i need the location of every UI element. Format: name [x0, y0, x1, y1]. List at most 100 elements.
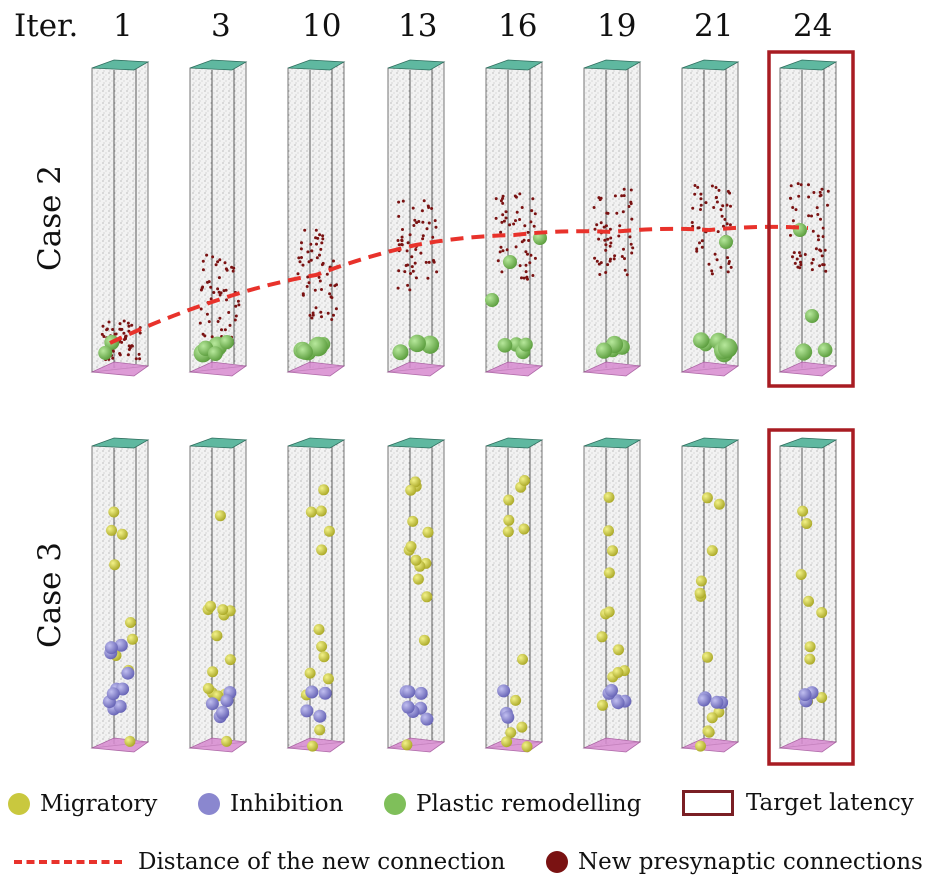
plastic-sphere — [793, 223, 807, 237]
migratory-sphere — [603, 525, 614, 537]
presynaptic-dot — [609, 236, 613, 240]
presynaptic-dot — [699, 203, 703, 207]
inhibition-sphere — [697, 693, 711, 707]
presynaptic-dot — [207, 320, 211, 324]
presynaptic-dot — [320, 288, 323, 291]
presynaptic-dot — [820, 254, 824, 258]
plastic-sphere — [296, 343, 313, 360]
migratory-sphere — [503, 514, 515, 526]
plastic-sphere — [420, 335, 440, 354]
presynaptic-dot — [111, 328, 115, 331]
presynaptic-dot — [330, 318, 334, 321]
presynaptic-dot — [234, 314, 238, 318]
presynaptic-dot — [122, 331, 126, 335]
presynaptic-dot — [699, 192, 703, 196]
presynaptic-dot — [810, 261, 814, 265]
presynaptic-dot — [505, 248, 509, 252]
migratory-sphere — [205, 600, 216, 612]
presynaptic-dot — [810, 268, 814, 272]
presynaptic-dot — [494, 216, 498, 220]
presynaptic-dot — [604, 271, 608, 274]
presynaptic-dot — [523, 224, 527, 228]
migratory-sphere — [518, 523, 530, 535]
case3-pillar-10 — [286, 437, 346, 753]
presynaptic-dot — [526, 252, 529, 256]
presynaptic-dot — [101, 324, 105, 328]
presynaptic-dot — [400, 238, 404, 242]
presynaptic-dot — [791, 255, 794, 259]
presynaptic-dot — [206, 280, 209, 284]
migratory-sphere — [703, 726, 715, 738]
presynaptic-dot — [397, 243, 401, 247]
migratory-sphere — [516, 721, 528, 733]
presynaptic-dot — [332, 259, 335, 263]
presynaptic-dot — [693, 192, 697, 196]
presynaptic-dot — [501, 213, 505, 217]
migratory-sphere — [797, 505, 809, 517]
presynaptic-dot — [788, 196, 792, 200]
presynaptic-dot — [710, 272, 714, 276]
presynaptic-dot — [522, 276, 526, 280]
presynaptic-dot — [424, 260, 428, 264]
presynaptic-dot — [297, 256, 301, 260]
presynaptic-dot — [410, 255, 414, 259]
presynaptic-dot — [405, 249, 409, 253]
presynaptic-dot — [111, 356, 115, 360]
presynaptic-dot — [515, 210, 519, 214]
presynaptic-dot — [431, 235, 435, 239]
plastic-sphere — [207, 346, 223, 361]
presynaptic-dot — [499, 245, 503, 249]
presynaptic-dot — [612, 257, 616, 261]
presynaptic-dot — [321, 237, 325, 241]
legend-inhibition-text: Inhibition — [230, 791, 344, 817]
presynaptic-dot — [598, 273, 602, 276]
presynaptic-dot — [622, 187, 626, 191]
migratory-sphere — [517, 653, 528, 665]
plastic-swatch — [384, 793, 406, 815]
plastic-sphere — [408, 334, 426, 353]
presynaptic-dot — [409, 272, 412, 275]
pillar-top-face — [91, 59, 150, 71]
case2-pillar-1 — [90, 59, 150, 377]
presynaptic-dot — [714, 196, 718, 200]
presynaptic-dot — [410, 265, 414, 269]
presynaptic-dot — [329, 283, 333, 287]
presynaptic-dot — [729, 204, 732, 208]
presynaptic-dot — [628, 235, 632, 239]
presynaptic-dot — [717, 188, 721, 192]
presynaptic-dot — [608, 244, 612, 248]
migratory-sphere — [224, 654, 236, 666]
migratory-sphere — [418, 634, 430, 646]
presynaptic-dot — [326, 311, 330, 315]
presynaptic-dot — [234, 304, 238, 308]
migratory-sphere — [318, 651, 330, 663]
migratory-sphere — [314, 724, 326, 736]
presynaptic-dot — [120, 340, 124, 344]
presynaptic-dot — [810, 214, 813, 218]
presynaptic-dot — [803, 253, 807, 256]
migratory-sphere — [323, 525, 335, 537]
presynaptic-dot — [630, 217, 634, 221]
presynaptic-dot — [400, 243, 404, 246]
presynaptic-dot — [401, 199, 405, 203]
presynaptic-dot — [599, 261, 603, 265]
plastic-sphere — [717, 338, 738, 358]
migratory-sphere — [305, 506, 317, 518]
presynaptic-dot — [406, 241, 410, 245]
presynaptic-dot — [599, 221, 603, 225]
presynaptic-dot — [413, 218, 417, 222]
presynaptic-dot — [334, 307, 338, 311]
presynaptic-dot — [427, 260, 431, 264]
migratory-sphere — [405, 541, 417, 552]
presynaptic-dot — [814, 247, 818, 251]
presynaptic-dot — [307, 260, 311, 264]
presynaptic-dot — [421, 220, 425, 224]
presynaptic-dot — [795, 257, 799, 261]
migratory-sphere — [106, 524, 117, 536]
migratory-sphere — [510, 694, 522, 706]
presynaptic-dot — [715, 200, 719, 204]
presynaptic-dot — [712, 206, 716, 209]
presynaptic-dot — [727, 260, 731, 263]
presynaptic-dot — [819, 217, 822, 221]
inhibition-sphere — [798, 688, 812, 702]
